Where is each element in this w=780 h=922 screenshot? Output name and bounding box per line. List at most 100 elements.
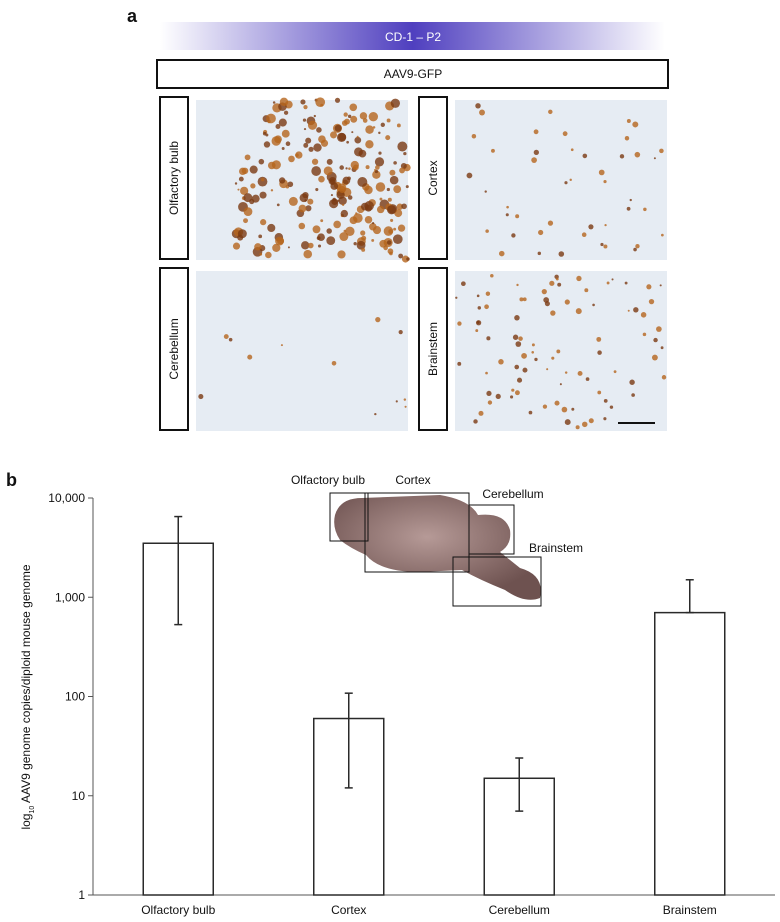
stain — [360, 202, 369, 211]
stain — [582, 421, 588, 428]
stain — [473, 419, 478, 424]
stain — [288, 155, 295, 163]
stain — [258, 234, 263, 239]
stain — [651, 354, 658, 361]
stain — [512, 334, 519, 340]
stain — [281, 129, 290, 138]
stain — [516, 283, 519, 287]
x-tick-label: Cortex — [331, 903, 366, 917]
stain — [300, 99, 306, 105]
stain — [379, 197, 383, 201]
stain — [378, 151, 382, 155]
stain — [247, 354, 253, 360]
stain — [478, 410, 484, 416]
stain — [510, 395, 514, 399]
stain — [372, 170, 381, 179]
stain — [603, 417, 607, 421]
stain — [305, 205, 312, 212]
image-tiles: Olfactory bulb Cortex Cerebellum Brainstem — [159, 96, 667, 431]
stain — [320, 139, 329, 147]
stain — [198, 393, 204, 400]
stain — [484, 304, 489, 310]
stain — [632, 121, 639, 128]
stain — [349, 103, 358, 112]
stain — [403, 151, 407, 156]
region-label: Olfactory bulb — [167, 141, 181, 215]
stain — [281, 147, 285, 151]
inset-label: Olfactory bulb — [291, 473, 365, 487]
stain — [541, 289, 547, 295]
stain — [554, 400, 560, 406]
stain — [406, 257, 410, 261]
stain — [569, 178, 572, 182]
stain — [331, 360, 337, 366]
stain — [223, 334, 229, 340]
stain — [609, 405, 614, 409]
stain — [355, 212, 358, 215]
stain — [371, 221, 375, 225]
stain — [393, 161, 397, 165]
stain — [368, 111, 379, 122]
y-tick-label: 10 — [72, 789, 86, 803]
stain — [244, 154, 251, 161]
stain — [303, 105, 308, 110]
stain — [627, 309, 630, 312]
stain — [534, 357, 538, 362]
stain — [577, 370, 583, 376]
stain — [403, 398, 407, 401]
stain — [364, 185, 373, 195]
stain — [398, 330, 403, 335]
stain — [263, 141, 271, 148]
stain — [343, 112, 348, 117]
stain — [365, 165, 370, 170]
stain — [485, 291, 491, 296]
stain — [243, 218, 248, 224]
stain — [312, 225, 321, 234]
stain — [546, 368, 549, 371]
stain — [659, 148, 664, 154]
stain — [313, 114, 316, 118]
stain — [571, 407, 575, 411]
stain — [307, 120, 318, 130]
stain — [251, 194, 260, 203]
stain — [511, 388, 515, 392]
stain — [659, 284, 662, 287]
stain — [514, 390, 520, 396]
stain — [243, 193, 253, 203]
stain — [302, 118, 307, 122]
stain — [603, 399, 608, 403]
stain — [399, 167, 405, 174]
stain — [631, 393, 635, 397]
stain — [295, 153, 299, 157]
stain — [387, 197, 392, 202]
panel-label: a — [127, 6, 138, 26]
stain — [272, 243, 281, 252]
stain — [455, 296, 458, 299]
stain — [361, 235, 367, 241]
stain — [511, 233, 516, 238]
stain — [477, 306, 482, 310]
stain — [487, 400, 493, 405]
stain — [401, 203, 407, 210]
stain — [393, 185, 402, 194]
stain — [339, 165, 344, 170]
stain — [338, 185, 346, 194]
stain — [629, 198, 632, 202]
stain — [389, 169, 396, 176]
stain — [386, 118, 391, 123]
stain — [287, 246, 290, 249]
stain — [514, 364, 520, 370]
stain — [329, 199, 339, 209]
stain — [283, 110, 289, 115]
stain — [354, 147, 363, 157]
stain — [240, 186, 249, 195]
panel-label: b — [6, 470, 17, 490]
stain — [330, 182, 339, 190]
y-tick-label: 100 — [65, 690, 85, 704]
stain — [538, 229, 544, 236]
stain — [551, 356, 555, 360]
stain — [267, 223, 276, 233]
stain — [330, 194, 333, 197]
tissue-image — [455, 100, 667, 260]
stain — [345, 226, 355, 236]
